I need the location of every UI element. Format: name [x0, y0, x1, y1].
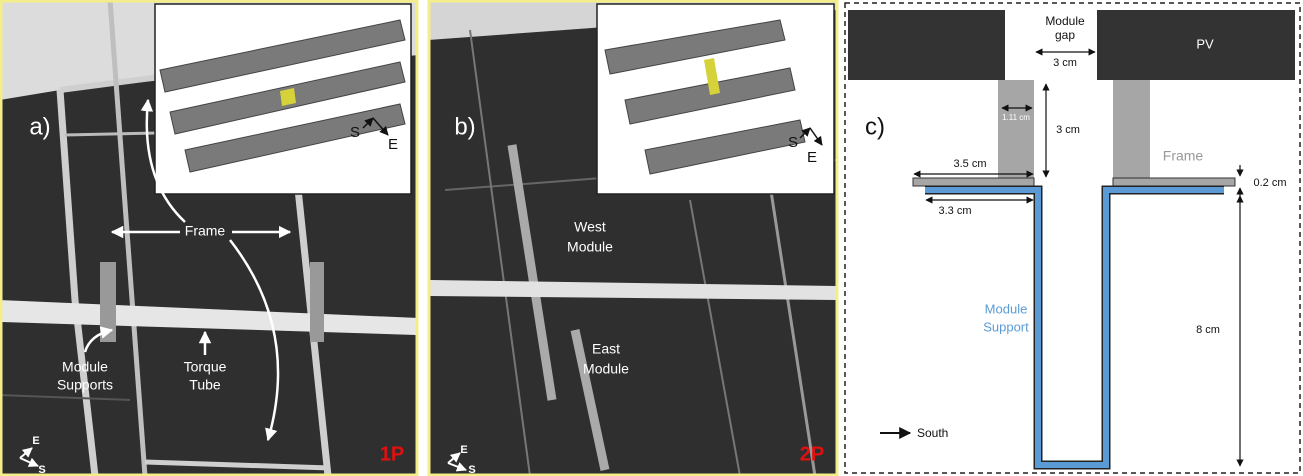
annotation: West: [574, 219, 606, 235]
frame-label: Frame: [1163, 148, 1204, 164]
dimension-label: 3.5 cm: [953, 158, 986, 170]
pv-label: PV: [1196, 36, 1214, 51]
dimension-label: 3 cm: [1053, 57, 1077, 69]
dimension-label: 3.3 cm: [938, 205, 971, 217]
compass-label: E: [32, 435, 39, 447]
panel-label: a): [29, 113, 50, 140]
support-label: Support: [983, 319, 1029, 334]
compass-label: E: [460, 444, 467, 456]
support-label: Module: [985, 301, 1028, 316]
inset-a: [155, 4, 411, 194]
compass-label: E: [807, 149, 817, 166]
dimension-label: Module: [1045, 14, 1085, 28]
annotation: Supports: [57, 377, 113, 393]
dimension-label: 8 cm: [1196, 324, 1220, 336]
compass-label: S: [468, 464, 475, 476]
dimension-label: gap: [1055, 28, 1075, 42]
annotation: East: [592, 341, 620, 357]
annotation: Tube: [189, 377, 221, 393]
panel-label: b): [454, 113, 475, 140]
dimension-label: 3 cm: [1056, 124, 1080, 136]
compass-label: S: [350, 124, 360, 141]
figure: S E a) Frame Module Supports Torque Tube…: [0, 0, 1303, 476]
annotation: Torque: [184, 359, 227, 375]
compass-label: S: [38, 464, 45, 476]
annotation: Module: [583, 361, 629, 377]
dimension-label: 1.11 cm: [1002, 113, 1030, 122]
compass-label: S: [788, 134, 798, 151]
annotation: Frame: [185, 223, 226, 239]
panel-label: c): [865, 113, 885, 140]
dimension-label: 0.2 cm: [1253, 177, 1286, 189]
direction-label: South: [917, 426, 948, 440]
badge: 1P: [380, 443, 404, 465]
badge: 2P: [800, 443, 824, 465]
annotation: Module: [567, 239, 613, 255]
annotation: Module: [62, 359, 108, 375]
inset-b: [597, 4, 834, 194]
compass-label: E: [388, 136, 398, 153]
